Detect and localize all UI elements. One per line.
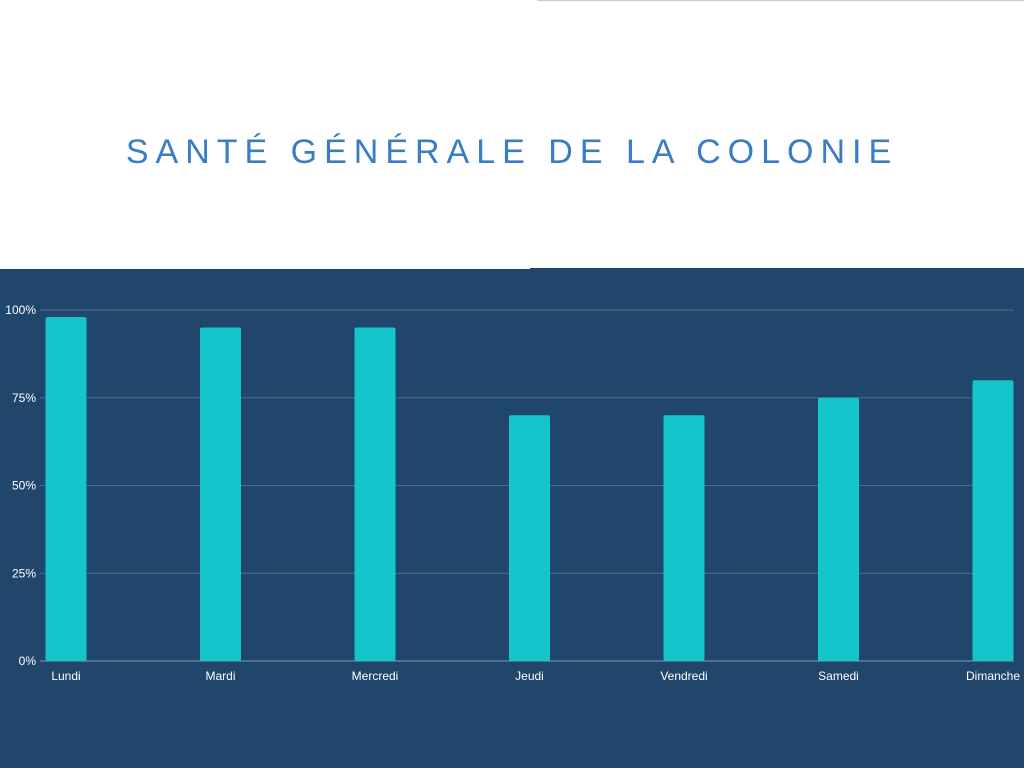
bar-mercredi [354,327,396,661]
bar-samedi [818,397,859,661]
y-tick-label: 100% [5,303,36,317]
y-tick-label: 0% [19,654,37,668]
x-tick-label: Lundi [51,669,80,683]
bar-mardi [200,327,241,661]
y-tick-label: 25% [12,566,36,580]
top-rule [537,0,1024,1]
bar-vendredi [663,415,705,661]
x-axis-ticks: Lundi Mardi Mercredi Jeudi Vendredi Samedi Dim… [51,669,1020,683]
bar-dimanche [972,380,1014,661]
y-tick-label: 75% [12,391,36,405]
y-axis-ticks: 0% 25% 50% 75% 100% [5,303,36,668]
y-tick-label: 50% [12,479,36,493]
x-tick-label: Vendredi [660,669,707,683]
bar-layer [45,317,1014,661]
bar-lundi [45,317,87,661]
bar-chart: 0% 25% 50% 75% 100% Lundi Mardi Mercredi Jeudi V… [5,303,1020,683]
x-tick-label: Mercredi [352,669,399,683]
x-tick-label: Mardi [205,669,235,683]
chart-panel: 0% 25% 50% 75% 100% Lundi Mardi Mercredi Jeudi V… [0,269,1024,768]
chart-title: SANTÉ GÉNÉRALE DE LA COLONIE [125,133,899,171]
x-tick-label: Dimanche [966,669,1020,683]
bar-jeudi [509,415,550,661]
x-tick-label: Jeudi [515,669,544,683]
x-tick-label: Samedi [818,669,859,683]
